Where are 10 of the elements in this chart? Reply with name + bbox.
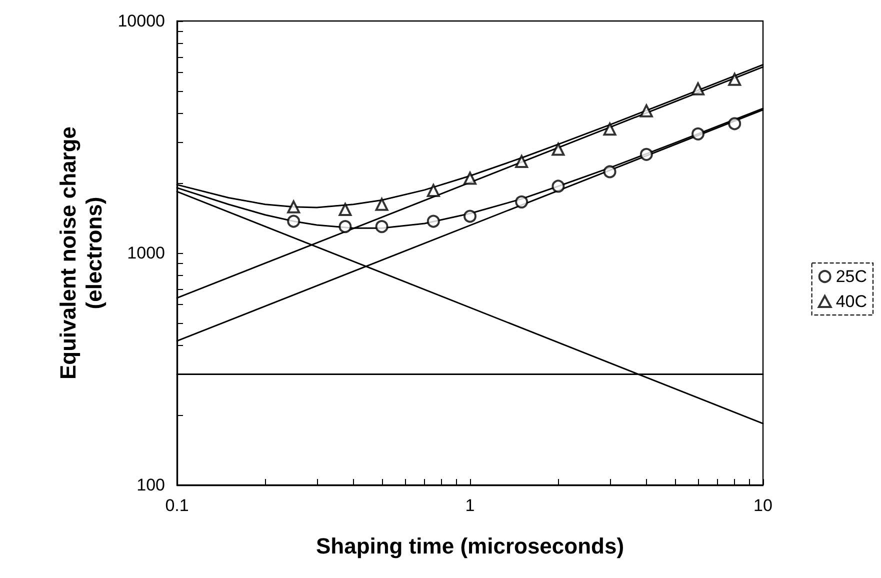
x-tick-label: 0.1 bbox=[165, 496, 189, 515]
x-tick-label: 10 bbox=[754, 496, 772, 515]
y-tick-label: 1000 bbox=[127, 244, 165, 262]
y-tick-label: 100 bbox=[136, 476, 165, 494]
y-axis-title: Equivalent noise charge (electrons) bbox=[55, 126, 106, 380]
legend-label: 25C bbox=[836, 267, 867, 286]
x-axis-title: Shaping time (microseconds) bbox=[316, 534, 624, 558]
y-tick-label: 10000 bbox=[118, 12, 165, 30]
x-tick-label: 1 bbox=[465, 496, 475, 515]
legend-label: 40C bbox=[836, 292, 867, 311]
